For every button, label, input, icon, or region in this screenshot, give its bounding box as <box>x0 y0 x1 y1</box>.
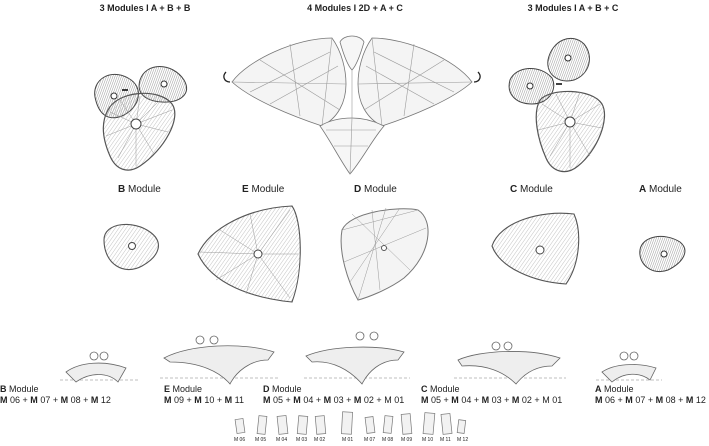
elevation-D <box>304 331 410 385</box>
elevation-caption-a: A Module M 06 + M 07 + M 08 + M 12 <box>595 384 706 405</box>
panel-label: M 05 <box>255 437 267 443</box>
module-center-node <box>526 82 534 90</box>
module-shell-large <box>102 92 176 171</box>
module-center-node <box>130 118 142 130</box>
figure-marker <box>195 335 205 345</box>
elevation-caption-e: E Module M 09 + M 10 + M 11 <box>164 384 244 405</box>
module-shell-d <box>340 208 429 301</box>
shell-profile <box>65 362 127 383</box>
figure-marker <box>355 331 365 341</box>
panel-m10 <box>422 412 436 435</box>
panel-label: M 02 <box>314 437 326 443</box>
panel-m11 <box>440 413 453 435</box>
module-label-a: A Module <box>639 184 682 195</box>
figure-marker <box>369 331 379 341</box>
elevation-B <box>60 351 140 383</box>
panel-m12 <box>456 419 467 434</box>
panel-m05 <box>256 415 268 435</box>
module-label-b: B Module <box>118 184 161 195</box>
module-center-node <box>160 80 168 88</box>
panel-m06 <box>234 418 246 434</box>
figure-marker <box>491 341 501 351</box>
panel-m08 <box>382 415 394 434</box>
figure-marker <box>99 351 109 361</box>
panel-m03 <box>296 415 309 435</box>
elevation-A <box>596 351 662 383</box>
panel-label: M 12 <box>457 437 469 443</box>
plan-B <box>103 223 159 271</box>
panel-label: M 07 <box>364 437 376 443</box>
module-shell-e <box>197 205 301 303</box>
figure-marker <box>629 351 639 361</box>
panel-label: M 08 <box>382 437 394 443</box>
radial-ribs <box>199 209 298 299</box>
shell-profile <box>305 346 405 385</box>
elevation-E <box>160 335 280 385</box>
module-center-node <box>110 92 118 100</box>
edge-hook-left <box>223 71 231 83</box>
edge-hook-right <box>473 71 481 83</box>
panel-m01 <box>341 411 353 435</box>
panel-m09 <box>400 413 413 435</box>
module-center-node <box>128 242 136 250</box>
cluster-center <box>223 35 481 175</box>
elevation-row <box>60 331 662 385</box>
panel-label: M 06 <box>234 437 246 443</box>
elevation-caption-b: B Module M 06 + M 07 + M 08 + M 12 <box>0 384 111 405</box>
triangulated-grid <box>231 37 473 175</box>
cluster-title-left: 3 Modules I A + B + B <box>99 3 191 13</box>
module-center-node <box>253 249 263 259</box>
shell-profile <box>457 351 561 385</box>
module-shell-large <box>535 90 606 173</box>
elevation-caption-d: D Module M 05 + M 04 + M 03 + M 02 + M 0… <box>263 384 405 405</box>
figure-marker <box>503 341 513 351</box>
elevation-caption-c: C Module M 05 + M 04 + M 03 + M 02 + M 0… <box>421 384 563 405</box>
panel-label: M 11 <box>440 437 451 443</box>
module-center-node <box>564 54 572 62</box>
module-center-node <box>564 116 576 128</box>
panel-m02 <box>314 415 327 435</box>
cluster-title-right: 3 Modules I A + B + C <box>527 3 619 13</box>
module-shell-top <box>339 35 365 71</box>
module-center-node <box>660 250 668 258</box>
panel-label: M 10 <box>422 437 434 443</box>
module-center-node <box>381 245 387 251</box>
cluster-title-center: 4 Modules I 2D + A + C <box>307 3 403 13</box>
panel-label: M 04 <box>276 437 288 443</box>
module-label-c: C Module <box>510 184 553 195</box>
module-center-node <box>535 245 545 255</box>
panel-m04 <box>276 415 289 435</box>
panel-label: M 01 <box>342 437 354 443</box>
elevation-C <box>454 341 566 385</box>
panel-m07 <box>364 416 376 434</box>
module-shell-c <box>491 212 580 285</box>
panel-label: M 03 <box>296 437 308 443</box>
plan-D <box>340 207 429 301</box>
shell-profile <box>601 364 657 383</box>
figure-marker <box>619 351 629 361</box>
plan-E <box>197 205 301 303</box>
panel-label: M 09 <box>401 437 413 443</box>
module-label-e: E Module <box>242 184 285 195</box>
triangulated-grid <box>341 207 427 301</box>
plan-C <box>491 212 580 285</box>
figure-marker <box>209 335 219 345</box>
module-label-d: D Module <box>354 184 397 195</box>
cluster-left <box>94 66 187 171</box>
plan-A <box>639 235 686 272</box>
figure-marker <box>89 351 99 361</box>
shell-profile <box>163 345 275 385</box>
cluster-right <box>508 38 606 173</box>
panel-strip <box>234 411 467 435</box>
